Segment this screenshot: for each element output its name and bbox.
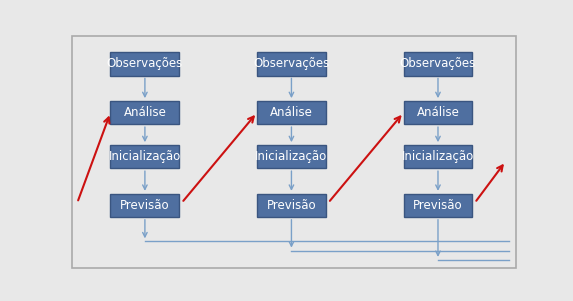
Bar (257, 101, 326, 124)
Bar (111, 194, 179, 217)
Text: Previsão: Previsão (266, 199, 316, 212)
Bar (111, 101, 179, 124)
Text: Observações: Observações (253, 57, 329, 70)
Text: Inicialização: Inicialização (109, 150, 181, 163)
Text: Análise: Análise (417, 106, 460, 119)
Bar (111, 52, 179, 76)
Text: Observações: Observações (107, 57, 183, 70)
Text: Análise: Análise (123, 106, 166, 119)
Text: Previsão: Previsão (120, 199, 170, 212)
Bar (257, 145, 326, 168)
Bar (403, 52, 472, 76)
Text: Inicialização: Inicialização (256, 150, 328, 163)
Bar (403, 194, 472, 217)
Bar (403, 145, 472, 168)
Bar (403, 101, 472, 124)
Bar (257, 194, 326, 217)
Text: Previsão: Previsão (413, 199, 463, 212)
Text: Observações: Observações (400, 57, 476, 70)
Bar (257, 52, 326, 76)
Text: Análise: Análise (270, 106, 313, 119)
Bar (111, 145, 179, 168)
Text: Inicialização: Inicialização (402, 150, 474, 163)
